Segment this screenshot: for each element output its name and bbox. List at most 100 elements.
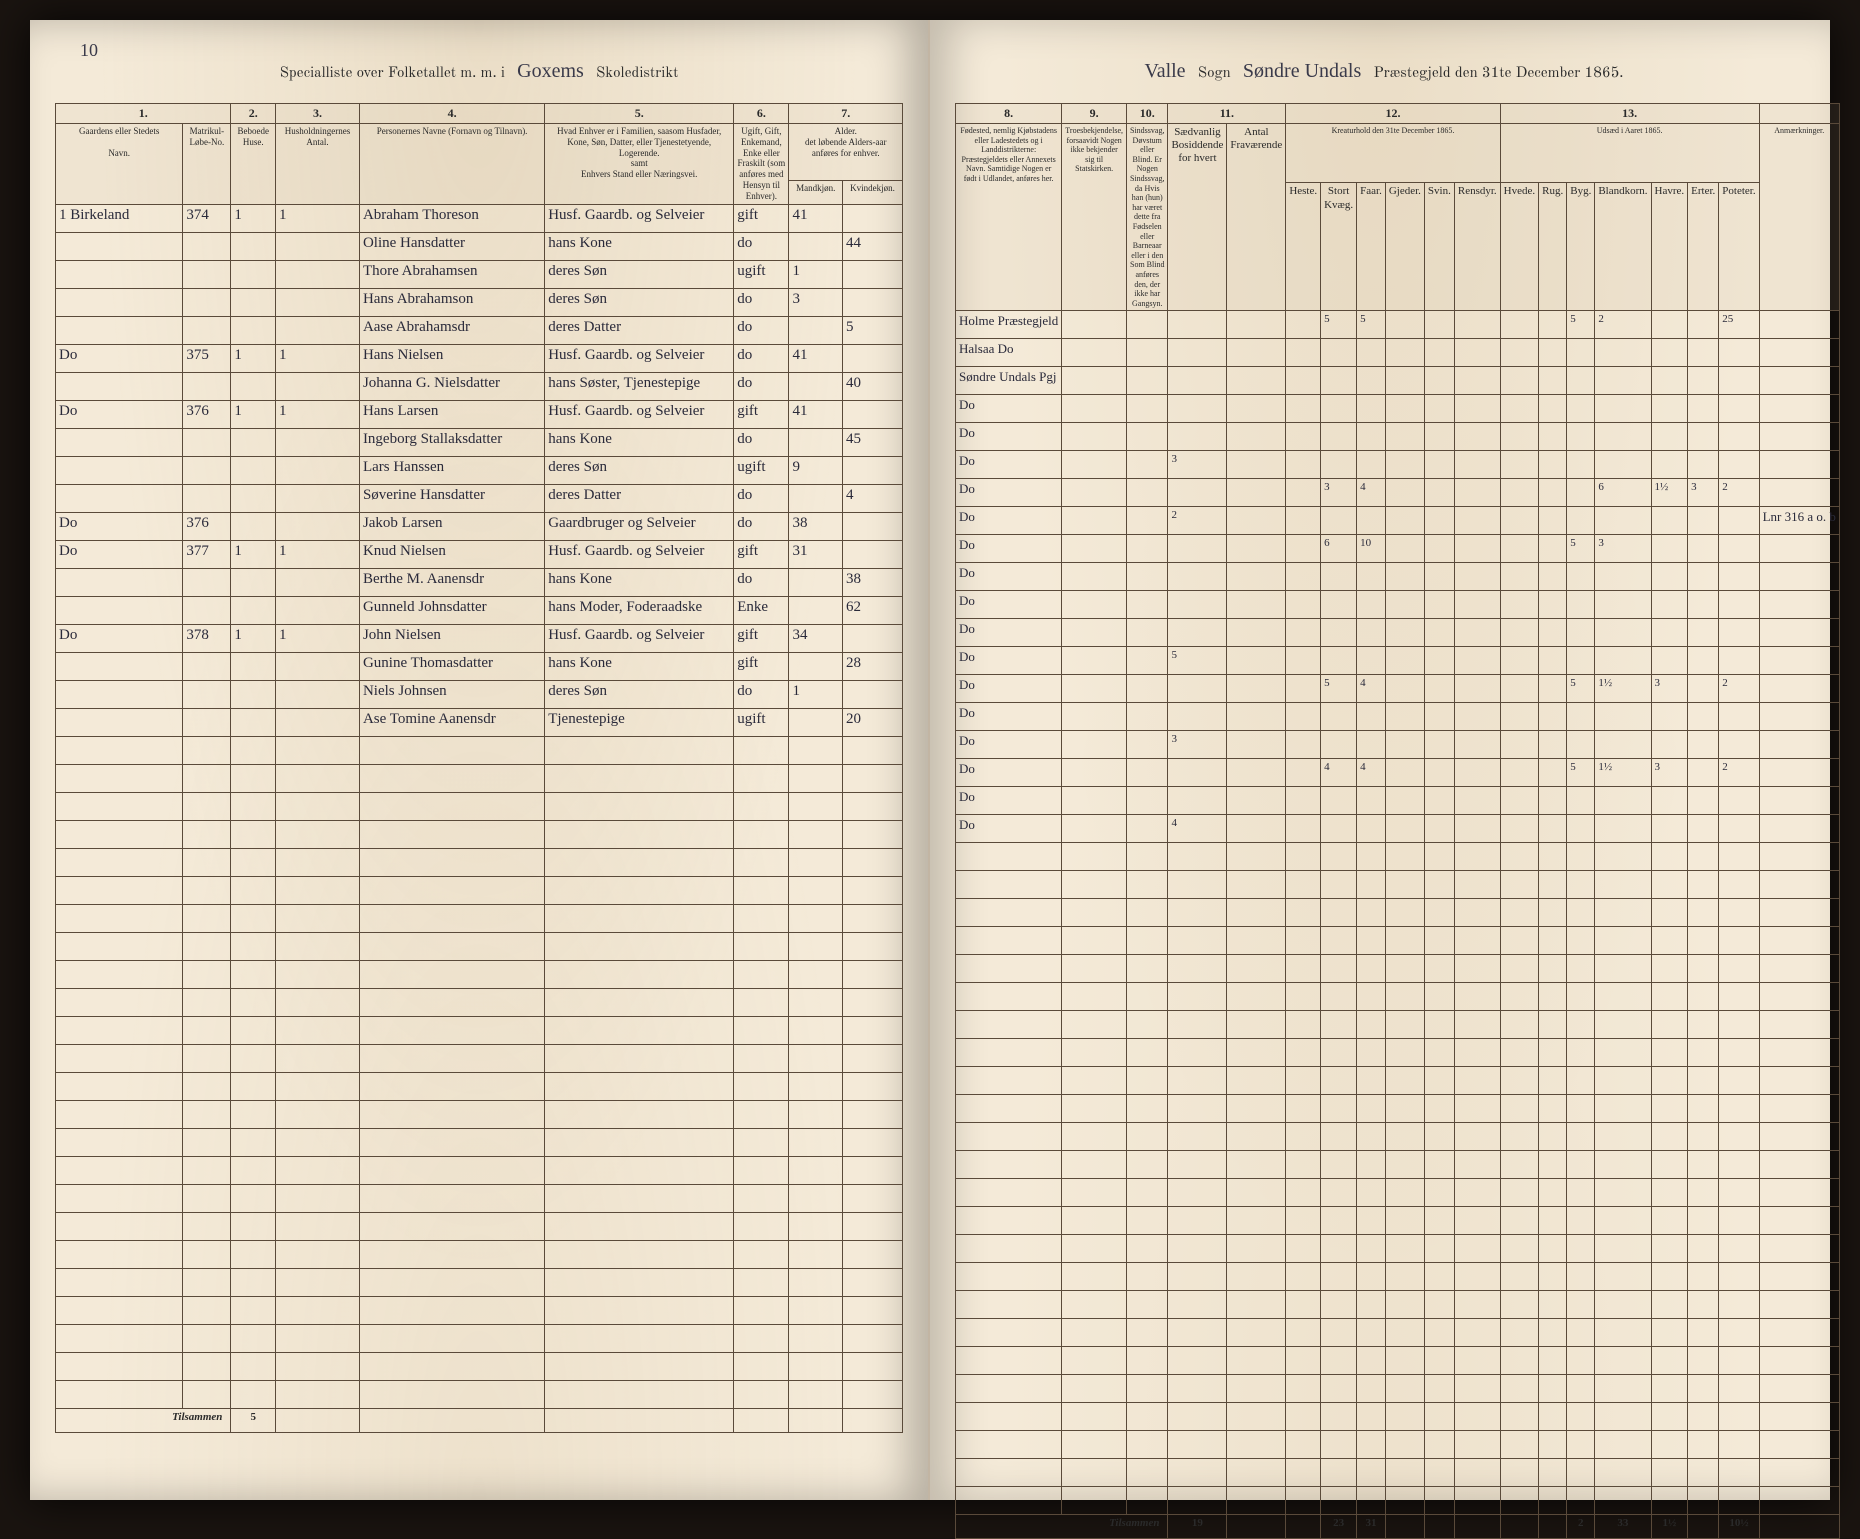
footer-cell: 5 bbox=[231, 1408, 276, 1432]
ft-c11: 19 bbox=[1168, 1515, 1227, 1539]
ft-by: 2 bbox=[1567, 1515, 1595, 1539]
footer-cell bbox=[843, 1408, 903, 1432]
table-row: Do2Lnr 316 a o. b bbox=[956, 507, 1840, 535]
empty-row bbox=[956, 1235, 1840, 1263]
table-row: Do3 bbox=[956, 451, 1840, 479]
right-page: Valle Sogn Søndre Undals Præstegjeld den… bbox=[930, 20, 1830, 1500]
empty-row bbox=[56, 848, 903, 876]
empty-row bbox=[956, 1347, 1840, 1375]
empty-row bbox=[956, 1375, 1840, 1403]
empty-row bbox=[956, 1095, 1840, 1123]
c13-hvede: Hvede. bbox=[1500, 183, 1538, 311]
ft-f: 31 bbox=[1357, 1515, 1386, 1539]
empty-row bbox=[56, 820, 903, 848]
empty-row bbox=[956, 1459, 1840, 1487]
c12-svin: Svin. bbox=[1424, 183, 1454, 311]
empty-row bbox=[56, 1128, 903, 1156]
empty-row bbox=[56, 1044, 903, 1072]
table-row: Aase Abrahamsdrderes Datterdo5 bbox=[56, 316, 903, 344]
table-row: Do bbox=[956, 703, 1840, 731]
col-5: 5. bbox=[545, 104, 734, 124]
c12-label: Kreaturhold den 31te December 1865. bbox=[1286, 124, 1500, 183]
ft-r bbox=[1454, 1515, 1500, 1539]
table-row: 1 Birkeland37411Abraham ThoresonHusf. Ga… bbox=[56, 204, 903, 232]
table-row: Do bbox=[956, 423, 1840, 451]
c13-poteter: Poteter. bbox=[1719, 183, 1759, 311]
empty-row bbox=[56, 1324, 903, 1352]
col-6: 6. bbox=[734, 104, 789, 124]
empty-row bbox=[56, 1240, 903, 1268]
col7d-label: Kvindekjøn. bbox=[843, 180, 903, 204]
table-row: Niels Johnsenderes Søndo1 bbox=[56, 680, 903, 708]
empty-row bbox=[56, 764, 903, 792]
empty-row bbox=[956, 1319, 1840, 1347]
empty-row bbox=[56, 1296, 903, 1324]
table-row: Do61053 bbox=[956, 535, 1840, 563]
empty-row bbox=[956, 1123, 1840, 1151]
empty-row bbox=[56, 960, 903, 988]
c9-label: Troesbekjendelse, forsaavidt Nogen ikke … bbox=[1062, 124, 1127, 311]
empty-row bbox=[56, 1184, 903, 1212]
col-2: 2. bbox=[231, 104, 276, 124]
table-row: Do bbox=[956, 395, 1840, 423]
header-prefix: Specialliste over Folketallet m. m. i bbox=[280, 66, 505, 81]
ft-po: 10½ bbox=[1719, 1515, 1759, 1539]
empty-row bbox=[956, 927, 1840, 955]
header-parish: Valle bbox=[1136, 60, 1193, 82]
footer-cell bbox=[276, 1408, 360, 1432]
empty-row bbox=[956, 1179, 1840, 1207]
empty-row bbox=[956, 1291, 1840, 1319]
table-row: Lars Hanssenderes Sønugift9 bbox=[56, 456, 903, 484]
table-row: Do3 bbox=[956, 731, 1840, 759]
col1a-label: Gaardens eller Stedets Navn. bbox=[56, 124, 183, 205]
ft-hv bbox=[1500, 1515, 1538, 1539]
c11a-label: Sædvanlig Bosiddende for hvert bbox=[1168, 124, 1227, 311]
table-row: Gunine Thomasdatterhans Konegift28 bbox=[56, 652, 903, 680]
header-suffix-r: Præstegjeld den 31te December 1865. bbox=[1373, 66, 1623, 81]
c8-label: Fødested, nemlig Kjøbstadens eller Lades… bbox=[956, 124, 1062, 311]
col-3: 3. bbox=[276, 104, 360, 124]
ft-s bbox=[1424, 1515, 1454, 1539]
c12-kvaeg: Stort Kvæg. bbox=[1321, 183, 1357, 311]
col3-label: Husholdningernes Antal. bbox=[276, 124, 360, 205]
col4-label: Personernes Navne (Fornavn og Tilnavn). bbox=[359, 124, 544, 205]
ft-kv: 23 bbox=[1321, 1515, 1357, 1539]
empty-row bbox=[956, 1431, 1840, 1459]
c13-rug: Rug. bbox=[1539, 183, 1567, 311]
table-row: Do37511Hans NielsenHusf. Gaardb. og Selv… bbox=[56, 344, 903, 372]
col5-label: Hvad Enhver er i Familien, saasom Husfad… bbox=[545, 124, 734, 205]
right-footer-label: Tilsammen bbox=[956, 1515, 1168, 1539]
remarks-label: Anmærkninger. bbox=[1759, 124, 1839, 311]
table-row: Ase Tomine AanensdrTjenestepigeugift20 bbox=[56, 708, 903, 736]
c10-label: Sindssvag, Døvstum eller Blind. Er Nogen… bbox=[1127, 124, 1168, 311]
empty-row bbox=[56, 1352, 903, 1380]
empty-row bbox=[956, 983, 1840, 1011]
empty-row bbox=[56, 876, 903, 904]
empty-row bbox=[56, 792, 903, 820]
empty-row bbox=[956, 1487, 1840, 1515]
c12-heste: Heste. bbox=[1286, 183, 1321, 311]
table-row: Holme Præstegjeld555225 bbox=[956, 311, 1840, 339]
empty-row bbox=[56, 1380, 903, 1408]
empty-row bbox=[956, 843, 1840, 871]
left-table: 1. 2. 3. 4. 5. 6. 7. Gaardens eller Sted… bbox=[55, 103, 903, 1433]
footer-cell bbox=[359, 1408, 544, 1432]
table-row: Ingeborg Stallaksdatterhans Konedo45 bbox=[56, 428, 903, 456]
right-table: 8. 9. 10. 11. 12. 13. Fødested, nemlig K… bbox=[955, 103, 1840, 1539]
empty-row bbox=[56, 736, 903, 764]
empty-row bbox=[56, 988, 903, 1016]
header-suffix: Skoledistrikt bbox=[596, 66, 678, 81]
left-header: Specialliste over Folketallet m. m. i Go… bbox=[55, 60, 903, 83]
table-row: Søverine Hansdatterderes Datterdo4 bbox=[56, 484, 903, 512]
header-district: Goxems bbox=[509, 60, 592, 82]
col7a-label: Alder. det løbende Alders-aar anføres fo… bbox=[789, 124, 903, 181]
empty-row bbox=[956, 1039, 1840, 1067]
empty-row bbox=[56, 1072, 903, 1100]
right-header: Valle Sogn Søndre Undals Præstegjeld den… bbox=[955, 60, 1805, 83]
table-row: Do bbox=[956, 591, 1840, 619]
footer-cell bbox=[734, 1408, 789, 1432]
ft-bl: 33 bbox=[1595, 1515, 1651, 1539]
table-row: Do376Jakob LarsenGaardbruger og Selveier… bbox=[56, 512, 903, 540]
table-row: Do37811John NielsenHusf. Gaardb. og Selv… bbox=[56, 624, 903, 652]
rcol-rem bbox=[1759, 104, 1839, 124]
